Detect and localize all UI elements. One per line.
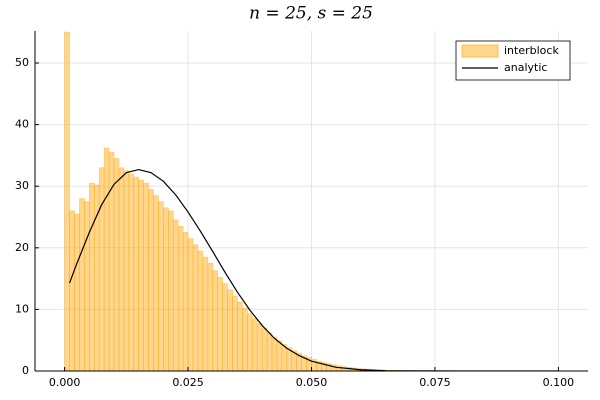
histogram-bar <box>251 318 258 371</box>
legend: interblock analytic <box>455 40 571 81</box>
histogram-bar <box>138 179 144 371</box>
y-tick-label: 0 <box>22 364 29 377</box>
histogram-bar <box>84 201 90 371</box>
ticks: 0.000 0.025 0.050 0.075 0.100 0 10 20 30 40 50 <box>15 56 574 389</box>
y-tick-label: 50 <box>15 56 29 69</box>
histogram-bar <box>217 277 223 371</box>
histogram-bar <box>261 328 268 371</box>
histogram-bar <box>237 301 243 371</box>
histogram-bar <box>202 256 209 371</box>
histogram-bar <box>118 167 125 371</box>
line <box>69 168 559 371</box>
histogram-bar <box>128 173 135 371</box>
histogram-bar <box>177 225 184 371</box>
x-tick-label: 0.050 <box>296 376 328 389</box>
legend-swatch <box>461 44 499 58</box>
histogram-bar <box>74 213 80 371</box>
histogram-bar <box>113 158 120 371</box>
histogram-bar <box>153 195 159 371</box>
plot-area <box>64 31 559 371</box>
histogram-bar <box>256 323 263 371</box>
histogram-bar <box>266 332 273 371</box>
y-tick-label: 20 <box>15 241 29 254</box>
histogram-bar <box>79 198 85 371</box>
legend-label: analytic <box>504 61 547 74</box>
histogram-bar <box>89 182 95 371</box>
histogram-bar <box>133 176 139 371</box>
x-tick-label: 0.100 <box>543 376 575 389</box>
histogram-bar <box>232 295 238 371</box>
histogram-bar <box>168 210 174 371</box>
histogram-bar <box>247 313 253 371</box>
histogram-bar <box>182 232 189 371</box>
x-tick-label: 0.025 <box>172 376 204 389</box>
histogram-bar <box>212 270 218 371</box>
histogram-bar <box>271 336 278 371</box>
histogram-bar <box>187 238 194 371</box>
histogram-bar <box>172 219 179 371</box>
histogram-bar <box>148 188 154 371</box>
legend-label: interblock <box>504 44 559 57</box>
histogram-bar <box>242 307 248 371</box>
histogram-bar <box>335 365 342 371</box>
histogram-bar <box>103 147 110 371</box>
histogram-bar <box>276 340 283 371</box>
legend-box <box>455 40 571 81</box>
histogram-bar <box>281 344 288 371</box>
histogram-bar <box>98 167 105 371</box>
y-tick-label: 40 <box>15 118 29 131</box>
y-tick-label: 30 <box>15 179 29 192</box>
histogram-bar <box>197 250 204 371</box>
histogram-bar <box>163 207 169 371</box>
x-tick-label: 0.075 <box>419 376 451 389</box>
histogram-bar <box>64 31 70 371</box>
histogram-bar <box>158 201 164 371</box>
histogram-bar <box>227 289 233 371</box>
histogram-bar <box>192 244 199 371</box>
histogram-bar <box>69 210 75 371</box>
chart-title: n = 25, s = 25 <box>249 4 373 24</box>
y-tick-label: 10 <box>15 302 29 315</box>
histogram-bar <box>123 170 130 371</box>
histogram-bar <box>207 262 214 371</box>
histogram-bar <box>222 283 228 371</box>
x-tick-label: 0.000 <box>49 376 81 389</box>
histogram-bar <box>143 182 149 371</box>
